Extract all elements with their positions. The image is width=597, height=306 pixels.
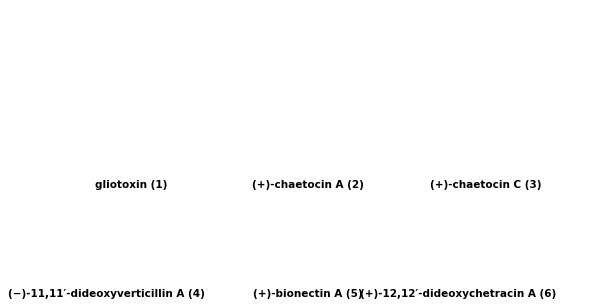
Text: (+)-bionectin A (5): (+)-bionectin A (5): [253, 289, 363, 299]
Text: (+)-chaetocin C (3): (+)-chaetocin C (3): [430, 180, 541, 190]
Text: (+)-chaetocin A (2): (+)-chaetocin A (2): [252, 180, 364, 190]
Text: (+)-12,12′-dideoxychetracin A (6): (+)-12,12′-dideoxychetracin A (6): [361, 289, 556, 299]
Text: (−)-11,11′-dideoxyverticillin A (4): (−)-11,11′-dideoxyverticillin A (4): [8, 289, 205, 299]
Text: gliotoxin (1): gliotoxin (1): [94, 180, 167, 190]
